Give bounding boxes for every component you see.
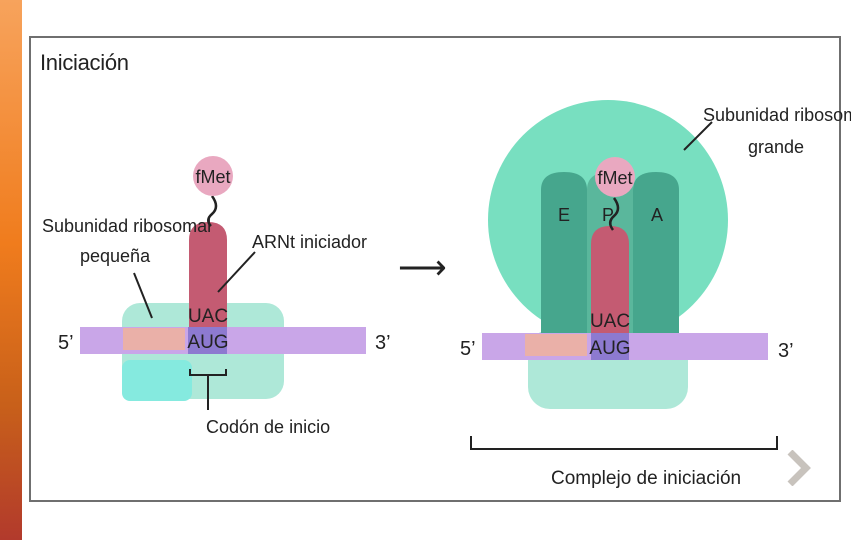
end-3-label: 3’ [375, 332, 391, 354]
right-assembly: E P A fMet UAC AUG 5’ 3’ Subunidad ribos… [460, 100, 851, 489]
small-subunit-label-line2: pequeña [80, 246, 151, 266]
large-subunit-pointer [683, 121, 713, 151]
end-5-label-right: 5’ [460, 338, 476, 360]
trna-pointer [217, 251, 256, 293]
site-a-label: A [651, 205, 663, 225]
end-5-label: 5’ [58, 332, 74, 354]
codon-text: AUG [187, 332, 228, 353]
small-subunit-label-line1: Subunidad ribosomal [42, 216, 211, 236]
transition-arrow: ⟶ [398, 249, 447, 287]
codon-text-right: AUG [589, 338, 630, 359]
fmet-circle-right [595, 157, 635, 197]
large-subunit-label-line2: grande [748, 137, 804, 157]
codon-box [188, 327, 227, 354]
mrna-cap-right [525, 334, 587, 356]
trna-linker [207, 195, 218, 227]
complex-bracket [470, 436, 778, 450]
site-column-e [541, 172, 587, 333]
large-subunit-label-line1: Subunidad ribosomal [703, 105, 851, 125]
trna-body-right [591, 226, 629, 333]
fmet-circle [193, 156, 233, 196]
left-assembly: fMet UAC AUG 5’ 3’ Subunidad ribosomal p… [42, 156, 391, 437]
slide-accent-bar [0, 0, 22, 540]
trna-body [189, 222, 227, 327]
trna-linker-right [609, 197, 620, 231]
start-codon-label: Codón de inicio [206, 417, 330, 437]
complex-label: Complejo de iniciación [551, 468, 741, 489]
trna-label: ARNt iniciador [252, 232, 367, 252]
small-subunit-pointer [133, 272, 153, 319]
site-column-a [633, 172, 679, 333]
mrna-cap [123, 328, 185, 350]
site-e-label: E [558, 205, 570, 225]
chevron-right-icon [787, 450, 811, 486]
anticodon-text: UAC [188, 306, 228, 327]
anticodon-text-right: UAC [590, 311, 630, 332]
fmet-text: fMet [195, 167, 230, 187]
site-p-label: P [602, 205, 614, 225]
fmet-text-right: fMet [597, 168, 632, 188]
small-subunit-lobe [122, 360, 192, 401]
end-3-label-right: 3’ [778, 340, 794, 362]
next-slide-button[interactable] [784, 450, 814, 486]
diagram-title: Iniciación [40, 50, 129, 75]
codon-box-right [591, 333, 629, 360]
